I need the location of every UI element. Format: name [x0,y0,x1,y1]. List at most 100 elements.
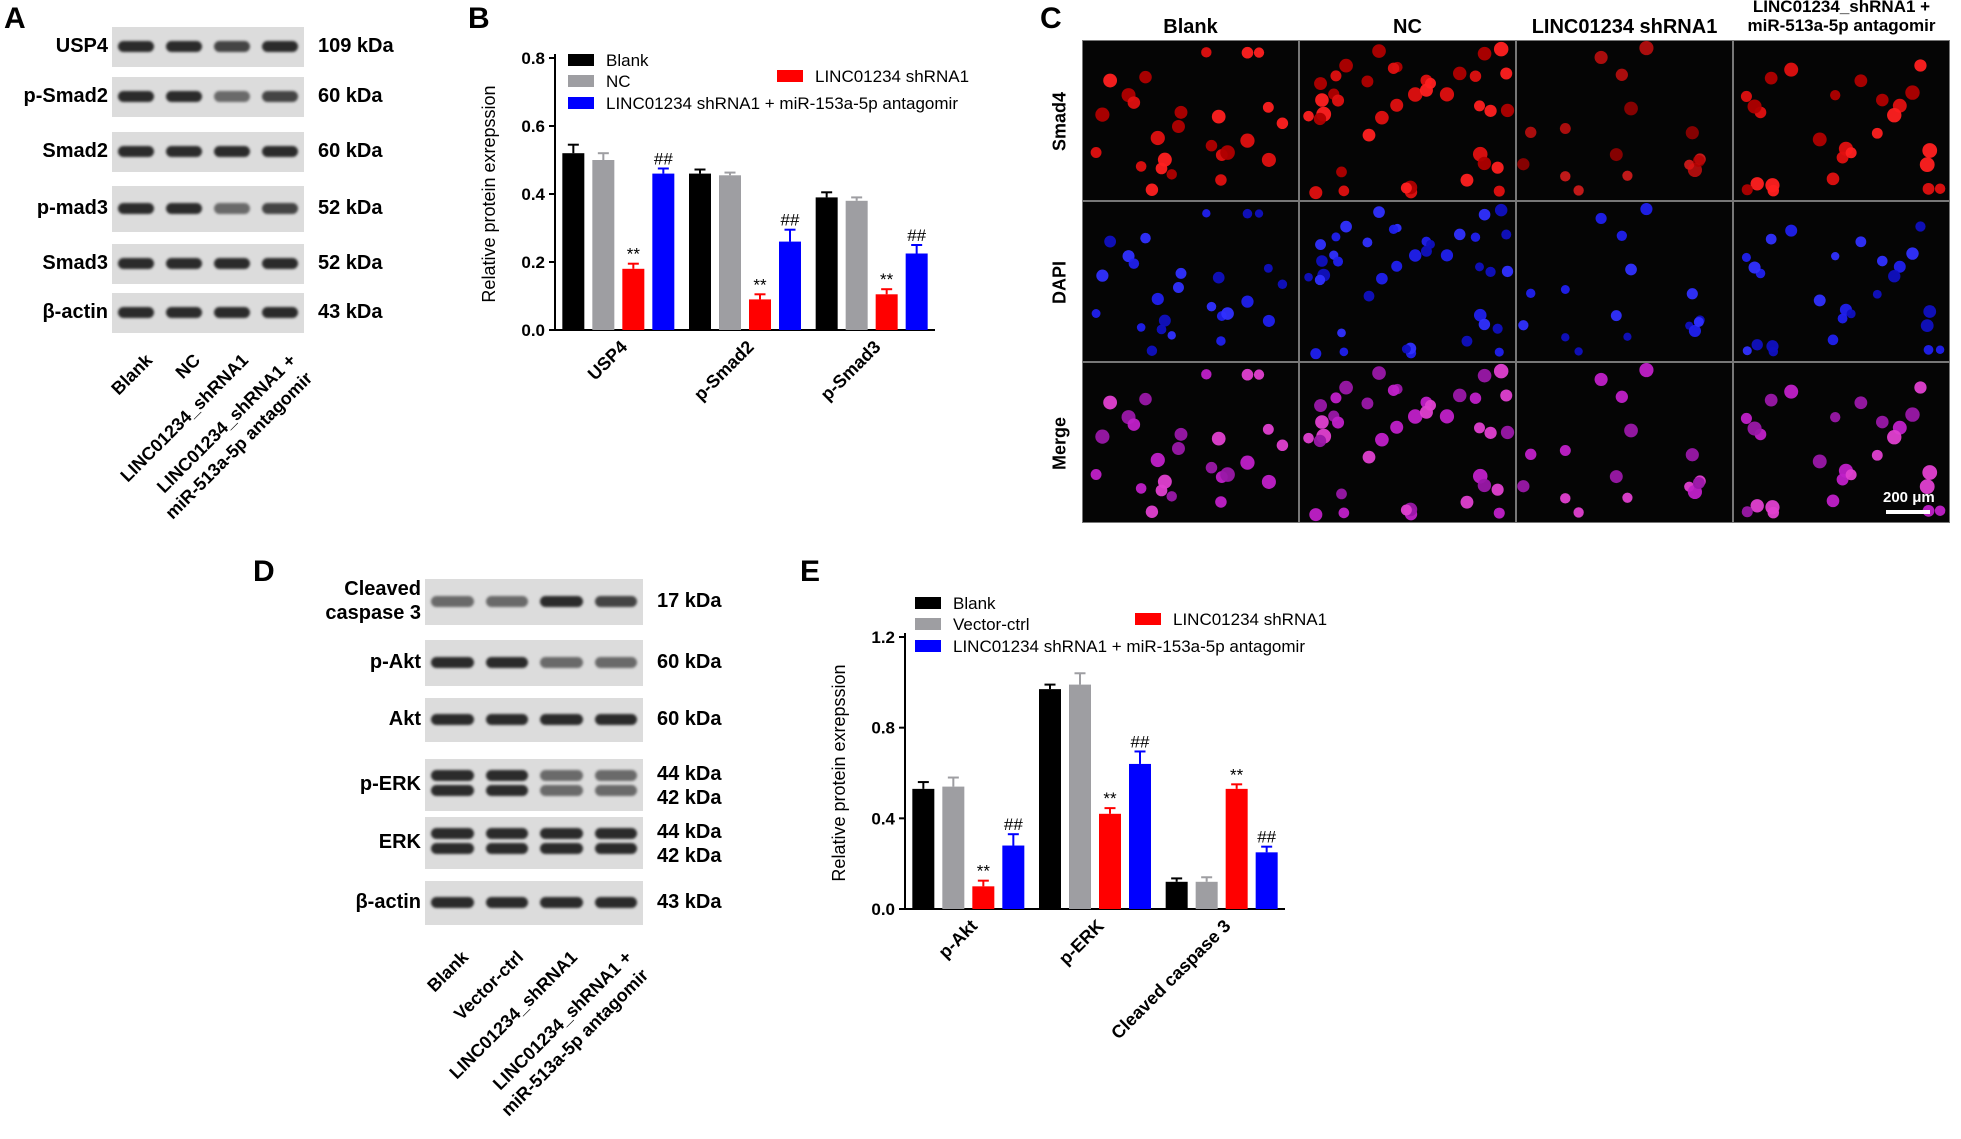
legend-label: Blank [953,594,996,613]
significance-mark: ** [753,275,767,294]
bar [1002,845,1025,909]
significance-mark: ## [907,226,926,245]
legend-swatch [915,597,941,609]
scale-bar [1886,510,1930,514]
protein-band [214,203,250,214]
x-tick-label: Cleaved caspase 3 [1107,916,1234,1043]
y-tick-label: 0.6 [521,117,545,136]
blot-row-label: Smad2 [42,140,108,162]
micrograph [1516,201,1733,362]
legend-label: NC [606,72,631,91]
molecular-weight-label: 60 kDa [657,708,722,730]
legend-swatch [915,618,941,630]
legend-label: Vector-ctrl [953,615,1030,634]
x-tick-label: p-Akt [934,916,981,963]
bar [1129,763,1151,909]
protein-band [431,714,474,725]
protein-band [166,307,202,318]
blot-row-label: p-Akt [369,651,421,673]
protein-band [118,41,154,52]
legend-swatch [915,640,941,652]
microscopy-row-title: Smad4 [1049,91,1070,151]
significance-mark: ## [1257,828,1276,847]
protein-band [485,827,528,839]
microscopy-grid-c: Blank NC LINC01234 shRNA1 LINC01234_shRNA1 … [1040,0,1961,540]
blot-row-label: Smad3 [42,252,108,274]
significance-mark: ## [654,150,673,169]
blot-row-label: ERK [378,831,421,853]
protein-band [485,714,528,725]
lane-label: Blank [107,350,157,399]
bar [652,173,675,330]
western-blot-d: Cleaved caspase 3 17 kDa p-Akt 60 kDa Akt 60 k… [250,555,721,1120]
protein-band [540,596,583,607]
protein-band [118,146,154,157]
protein-band [166,146,202,157]
bar [1165,881,1188,909]
bar [749,299,771,330]
blot-row-label: β-actin [355,891,421,913]
panel-letter-a: A [4,2,26,35]
micrograph [1733,201,1950,362]
bar [942,786,965,909]
microscopy-column-title: miR-513a-5p antagomir [1747,16,1936,35]
protein-band [594,769,637,781]
panel-letter-c: C [1040,2,1062,35]
protein-band [262,203,298,214]
protein-band [594,897,637,908]
lane-label: miR-513a-5p antagomir [161,368,317,523]
micrograph [1299,362,1516,523]
y-tick-label: 1.2 [871,628,895,647]
significance-mark: ** [1103,789,1117,808]
bar [1255,852,1278,909]
y-tick-label: 0.0 [871,900,895,919]
microscopy-column-title: NC [1393,16,1422,38]
protein-band [431,769,474,781]
protein-band [214,258,250,269]
x-tick-label: p-Smad3 [817,337,885,405]
bar [905,253,928,330]
significance-mark: ** [1230,765,1244,784]
molecular-weight-label: 42 kDa [657,787,722,809]
legend-swatch [1135,613,1161,625]
protein-band [166,41,202,52]
protein-band [118,258,154,269]
panel-letter-d: D [253,555,275,588]
protein-band [262,307,298,318]
bar [592,160,615,330]
molecular-weight-label: 109 kDa [318,35,394,57]
legend-label: Blank [606,51,649,70]
protein-band [262,91,298,102]
molecular-weight-label: 43 kDa [318,301,383,323]
blot-strip [425,759,643,811]
x-tick-label: p-Smad2 [690,337,758,405]
bar [845,200,868,330]
significance-mark: ** [627,245,641,264]
bar [912,788,935,909]
molecular-weight-label: 44 kDa [657,763,722,785]
protein-band [540,897,583,908]
microscopy-column-title: Blank [1163,16,1218,38]
lane-label: NC [171,350,205,383]
x-tick-label: USP4 [584,337,631,384]
lane-label: miR-513a-5p antagomir [496,965,652,1120]
bar [719,175,741,330]
protein-band [485,596,528,607]
blot-row-label: Akt [388,708,421,730]
bar [1039,689,1061,909]
blot-row-label: caspase 3 [325,602,421,624]
bar [779,241,801,330]
protein-band [431,596,474,607]
y-axis-label: Relative protein exrepssion [479,85,499,302]
molecular-weight-label: 60 kDa [318,140,383,162]
blot-strip [112,244,304,284]
panel-letter-b: B [468,2,490,35]
blot-strip [112,186,304,232]
micrograph [1516,40,1733,201]
protein-band [594,714,637,725]
protein-band [540,827,583,839]
protein-band [262,258,298,269]
protein-band [262,146,298,157]
lane-label: Blank [423,947,473,996]
molecular-weight-label: 43 kDa [657,891,722,913]
